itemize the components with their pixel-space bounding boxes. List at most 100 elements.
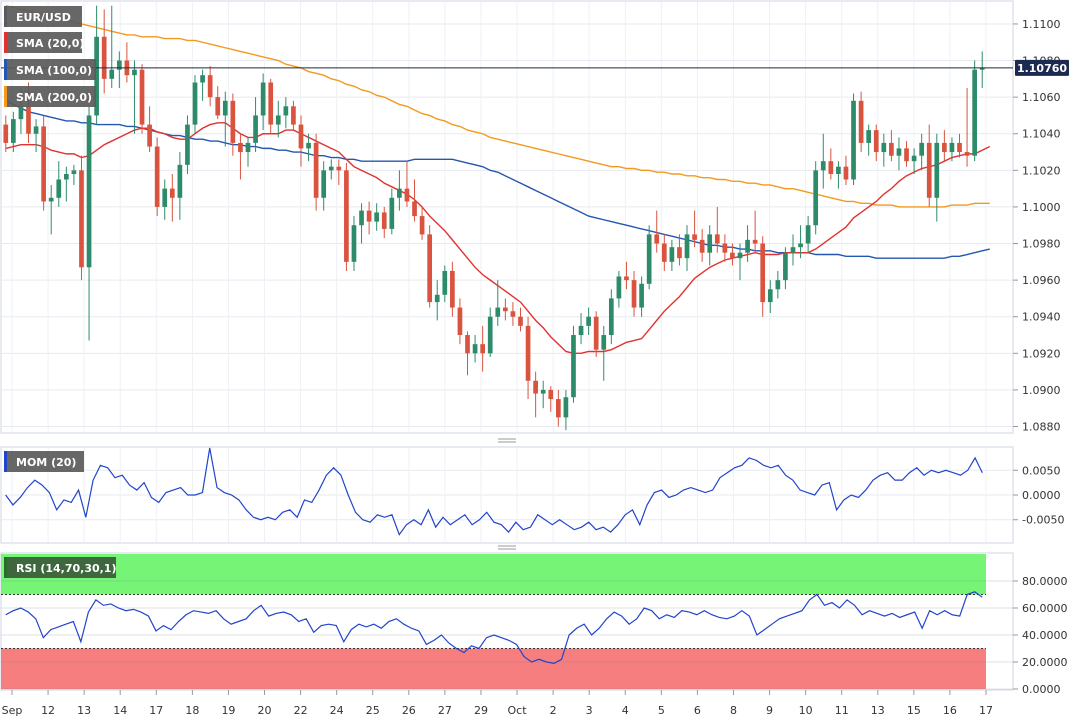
x-tick-label: Sep [2,704,23,717]
x-tick-label: 15 [907,704,921,717]
candle [654,210,660,253]
candle-body [767,289,773,303]
candle-body [381,212,387,229]
candle-body [109,69,115,79]
legend-sma100[interactable]: SMA (100,0) [4,59,96,80]
candle [820,133,826,189]
candle [245,137,251,167]
candle [858,91,864,153]
candle [639,276,644,317]
candle-body [495,307,501,317]
legend-sma200[interactable]: SMA (200,0) [4,86,96,107]
candle-body [926,142,932,198]
candle-body [639,283,644,308]
candle [525,316,531,400]
x-tick-label: 19 [221,704,235,717]
candle [760,236,766,317]
candle-body [798,243,803,248]
candle-body [457,307,463,336]
candle-body [328,166,334,171]
candle [109,5,115,88]
candle-body [669,247,675,262]
momentum-tick-label: -0.0050 [1022,514,1064,527]
x-tick-label: 13 [77,704,91,717]
momentum-line [5,447,983,536]
candle-body [63,174,69,180]
candle-body [177,164,183,198]
candle [593,311,599,357]
candle-body [336,166,342,171]
candle [631,270,637,317]
candle [692,210,697,248]
candle-body [934,142,940,198]
candle-body [344,170,349,262]
candle-body [442,270,448,295]
price-tick-label: 1.0880 [1022,421,1061,434]
candle [752,210,758,253]
candle-body [162,188,168,207]
candle-body [222,100,228,116]
candle [563,389,569,431]
x-tick-label: 27 [438,704,452,717]
candle [684,225,690,271]
splitter-handle-1[interactable] [498,438,516,443]
candle-body [730,252,735,259]
candlestick-series [3,5,985,431]
candle-body [116,60,122,70]
legend-rsi[interactable]: RSI (14,70,30,1) [4,557,116,578]
candle [253,97,258,153]
candle-body [86,115,92,268]
candle-body [677,247,682,259]
candle [919,133,925,171]
candle [427,225,433,308]
legend-momentum[interactable]: MOM (20) [4,451,84,472]
x-tick-label: 20 [258,704,272,717]
legend-sma20[interactable]: SMA (20,0) [4,32,84,53]
candle-body [306,142,311,149]
candle-body [94,36,99,116]
candle-body [71,170,77,174]
candle [328,159,334,180]
candle-body [714,234,720,244]
candle-body [169,188,175,198]
candle [828,148,834,180]
candle-body [752,239,758,244]
symbol-legend[interactable]: EUR/USD [4,6,82,27]
candle [434,280,440,321]
momentum-y-axis: 0.0050 0.0000 -0.0050 [1013,464,1064,527]
candle-body [268,82,274,125]
rsi-tick-label: 20.0000 [1022,656,1068,669]
candle [866,124,872,156]
candle [11,111,16,153]
candle [783,247,788,290]
sma200-line [5,4,990,208]
candle-body [101,36,107,79]
rsi-tick-label: 60.0000 [1022,602,1068,615]
candle-body [48,197,54,202]
candle [3,115,9,153]
candle [154,137,160,217]
candle [881,133,887,167]
symbol-label: EUR/USD [16,11,71,24]
x-axis: Sep 12 13 14 17 18 19 20 22 24 25 26 27 29 Oct 2 3 4 5 6 8 9 1… [2,690,993,717]
candle [48,184,54,235]
candle-body [480,344,485,354]
candle [624,261,629,290]
x-tick-label: 25 [366,704,380,717]
splitter-handle-2[interactable] [498,545,516,550]
candle-body [132,69,137,76]
candle [836,161,841,189]
candle [465,331,470,376]
candle-body [427,234,433,303]
candle [412,179,417,222]
candle [321,161,327,211]
candle-body [616,276,622,299]
candle-body [775,280,781,290]
candle [472,335,478,363]
legend-sma200-label: SMA (200,0) [16,91,92,104]
candle-body [260,82,266,116]
candle-body [253,115,258,143]
price-tick-label: 1.0900 [1022,384,1061,397]
candle-body [964,152,970,156]
